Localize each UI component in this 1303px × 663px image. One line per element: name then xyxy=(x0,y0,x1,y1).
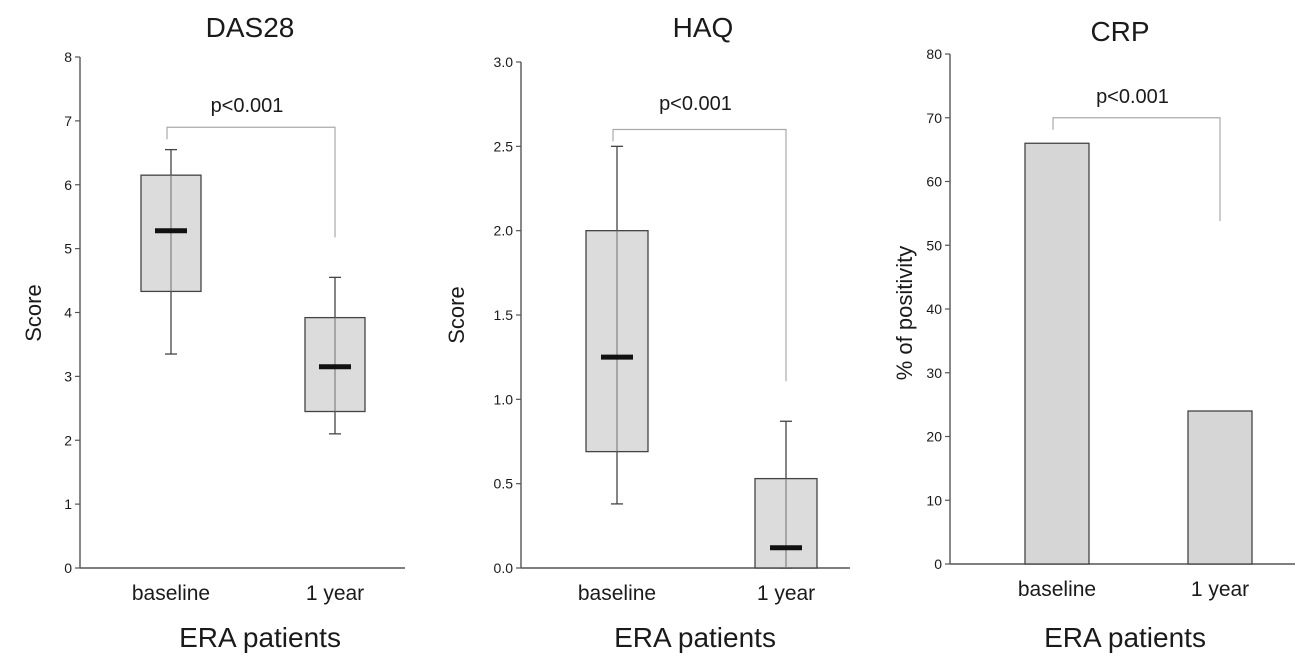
p-value-annotation: p<0.001 xyxy=(659,93,732,115)
chart-plot-area: 0 10 20 30 40 50 60 70 80 baseline 1 year p<0.001 xyxy=(926,46,1295,601)
crp-chart: CRP % of positivity 0 10 20 30 40 50 60 70 80 bas… xyxy=(870,0,1303,663)
y-tick-label: 0 xyxy=(934,556,942,572)
x-axis-title: ERA patients xyxy=(179,622,341,653)
y-tick-label: 1 xyxy=(64,496,72,512)
x-axis-title: ERA patients xyxy=(614,622,776,653)
significance-bracket xyxy=(166,126,336,238)
x-tick-label: baseline xyxy=(132,582,210,605)
y-tick-label: 0.0 xyxy=(494,560,514,576)
x-tick-label: 1 year xyxy=(306,582,364,605)
y-tick-label: 2.5 xyxy=(494,138,514,154)
y-tick-label: 50 xyxy=(926,237,942,253)
das28-chart: DAS28 Score 0 1 2 3 4 5 6 7 8 baseline 1 year p<0.0… xyxy=(0,0,430,663)
y-tick-label: 3 xyxy=(64,368,72,384)
y-tick-label: 6 xyxy=(64,177,72,193)
y-tick-label: 40 xyxy=(926,301,942,317)
y-tick-label: 3.0 xyxy=(494,54,514,70)
y-tick-label: 2 xyxy=(64,432,72,448)
y-tick-label: 1.0 xyxy=(494,391,514,407)
significance-bracket xyxy=(612,128,787,382)
x-tick-label: 1 year xyxy=(1191,578,1249,601)
bar xyxy=(1187,410,1253,565)
y-tick-label: 0 xyxy=(64,560,72,576)
haq-chart: HAQ Score 0.0 0.5 1.0 1.5 2.0 2.5 3.0 baseline 1… xyxy=(430,0,870,663)
significance-bracket xyxy=(1052,117,1221,221)
y-tick-label: 4 xyxy=(64,305,72,321)
y-tick-label: 5 xyxy=(64,241,72,257)
y-tick-label: 70 xyxy=(926,110,942,126)
x-axis-title: ERA patients xyxy=(1044,622,1206,653)
y-tick-label: 30 xyxy=(926,365,942,381)
p-value-annotation: p<0.001 xyxy=(1096,86,1169,108)
p-value-annotation: p<0.001 xyxy=(211,95,284,117)
y-tick-label: 8 xyxy=(64,49,72,65)
x-tick-label: baseline xyxy=(578,582,656,605)
y-tick-label: 0.5 xyxy=(494,476,514,492)
chart-plot-area: 0 1 2 3 4 5 6 7 8 baseline 1 year p<0.001 xyxy=(64,49,405,605)
chart-title: DAS28 xyxy=(205,12,295,43)
y-tick-label: 10 xyxy=(926,492,942,508)
x-tick-label: baseline xyxy=(1018,578,1096,601)
chart-title: HAQ xyxy=(672,12,734,43)
y-tick-label: 7 xyxy=(64,113,72,129)
x-tick-label: 1 year xyxy=(757,582,815,605)
y-tick-label: 2.0 xyxy=(494,223,514,239)
y-tick-label: 1.5 xyxy=(494,307,514,323)
chart-plot-area: 0.0 0.5 1.0 1.5 2.0 2.5 3.0 baseline 1 year p<0.0… xyxy=(494,54,850,605)
y-tick-label: 20 xyxy=(926,429,942,445)
y-tick-label: 80 xyxy=(926,46,942,62)
bar xyxy=(1024,142,1090,565)
y-tick-label: 60 xyxy=(926,174,942,190)
chart-title: CRP xyxy=(1090,16,1150,47)
